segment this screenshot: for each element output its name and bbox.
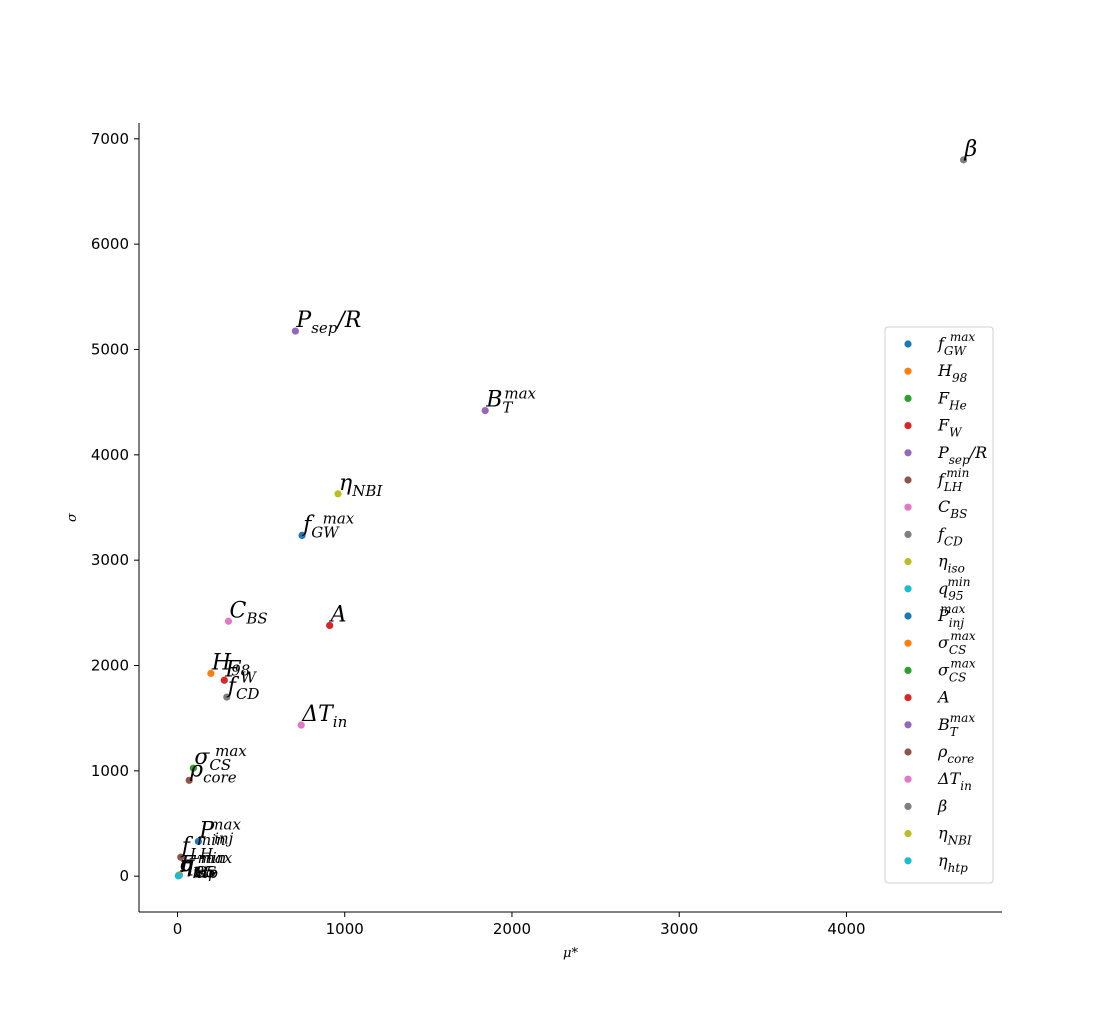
point-annotation: ΔTin (301, 702, 347, 731)
legend-box (884, 326, 994, 884)
data-point (189, 764, 197, 772)
legend-entry: BTmax (937, 711, 975, 739)
legend-marker (904, 558, 912, 566)
x-tick-label: 4000 (827, 920, 865, 938)
legend-entry: ηNBI (938, 824, 972, 848)
y-tick-label: 2000 (91, 657, 129, 675)
legend-entry: σCSmax (938, 656, 976, 684)
legend-marker (904, 802, 912, 811)
axes-frame (138, 123, 1002, 913)
y-tick-label: 3000 (91, 551, 129, 569)
legend-marker (904, 666, 912, 675)
axis-ticks: 0 1000 2000 3000 4000 0 1000 2000 3000 4000 5000 60… (91, 130, 866, 938)
point-annotation: σCSmax (194, 742, 247, 774)
point-annotation: FW (224, 657, 257, 686)
legend-marker (904, 721, 912, 729)
legend-entry: Psep/R (937, 443, 987, 467)
legend-entry: fCD (937, 524, 963, 548)
legend-marker (904, 449, 912, 457)
data-point (481, 406, 489, 415)
point-annotation: Pinjmax (198, 815, 241, 847)
data-point (334, 490, 342, 498)
data-point (326, 621, 334, 630)
y-tick-label: 5000 (91, 340, 129, 358)
legend-entry: fGWmax (937, 330, 975, 358)
point-annotation: ρcore (189, 757, 237, 786)
data-point (298, 531, 306, 540)
point-annotation: q95min (180, 849, 226, 881)
legend-entry: A (936, 688, 950, 707)
legend-entry: β (937, 796, 947, 815)
legend-entry: CBS (938, 497, 967, 521)
data-point (223, 693, 231, 701)
legend-entry: FW (937, 416, 963, 440)
legend-entry: ηiso (938, 552, 965, 576)
data-point (297, 721, 305, 729)
data-point (194, 837, 202, 846)
legend-entry: σCSmax (938, 629, 976, 657)
point-annotation: fGWmax (301, 509, 355, 541)
legend-entry: H98 (937, 361, 968, 385)
legend-marker (904, 639, 912, 647)
legend-marker (904, 367, 912, 375)
legend-marker (904, 476, 912, 484)
legend-marker (904, 503, 912, 511)
legend-marker (904, 394, 912, 402)
y-tick-label: 0 (119, 867, 129, 885)
legend-entry: q95min (938, 575, 970, 603)
legend-entry: ΔTin (937, 769, 972, 793)
point-annotation: σCSmax (180, 849, 233, 881)
x-tick-label: 1000 (326, 920, 364, 938)
legend-marker (904, 830, 912, 838)
legend-entry: ηhtp (938, 851, 968, 875)
point-annotation: A (329, 602, 347, 627)
point-annotation: ηhtp (179, 853, 218, 882)
data-point (177, 853, 185, 861)
y-tick-label: 7000 (91, 130, 129, 148)
legend-entry: FHe (937, 388, 967, 412)
point-annotation: CBS (229, 598, 267, 627)
x-tick-label: 3000 (660, 920, 698, 938)
legend-marker (904, 612, 912, 620)
x-axis-label: μ* (563, 946, 578, 961)
legend-marker (904, 748, 912, 756)
point-annotation: BTmax (485, 385, 536, 417)
legend-marker (904, 422, 912, 430)
data-point (220, 676, 228, 684)
y-tick-label: 6000 (91, 235, 129, 253)
point-annotations: fGWmaxH98FHeFWPsep/RfLHminCBSfCDηisoq95m… (179, 137, 977, 882)
data-point (185, 776, 193, 784)
point-annotation: FHe (179, 852, 217, 881)
x-tick-label: 0 (173, 920, 183, 938)
legend-marker (904, 775, 912, 783)
data-points (174, 156, 968, 880)
point-annotation: β (964, 137, 978, 162)
legend-marker (904, 694, 912, 702)
y-tick-label: 1000 (91, 762, 129, 780)
legend-marker (904, 585, 912, 593)
legend-entry: fLHmin (937, 466, 969, 494)
y-tick-label: 4000 (91, 446, 129, 464)
legend-marker (904, 857, 912, 865)
data-point (291, 327, 299, 335)
point-annotation: ηNBI (339, 471, 383, 500)
legend-marker (904, 340, 912, 348)
point-annotation: H98 (211, 650, 250, 679)
data-point (959, 156, 968, 164)
y-axis-label: σ (65, 512, 80, 522)
legend-entry: ρcore (937, 742, 974, 766)
x-tick-label: 2000 (493, 920, 531, 938)
point-annotation: ηiso (180, 853, 215, 882)
data-point (224, 617, 233, 625)
legend-entry: Pinjmax (937, 602, 966, 630)
point-annotation: Psep/R (295, 308, 361, 337)
data-point (207, 669, 215, 678)
legend-marker (904, 530, 912, 539)
data-point (174, 872, 182, 880)
